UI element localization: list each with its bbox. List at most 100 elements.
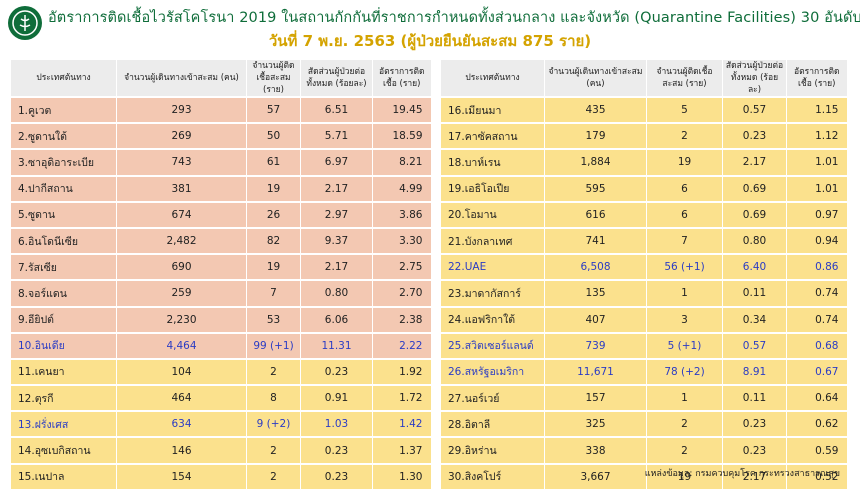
cell-country: 4.ปากีสถาน — [10, 174, 117, 202]
table-row: 5.ซูดาน 674 26 2.97 3.86 — [10, 200, 431, 228]
table-row: 28.อิตาลี 325 2 0.23 0.62 — [440, 410, 847, 438]
cell-infected: 6 — [646, 174, 723, 202]
table-row: 2.ซูดานใต้ 269 50 5.71 18.59 — [10, 122, 431, 150]
cell-rate: 2.38 — [372, 305, 431, 333]
cell-ratio: 0.80 — [300, 279, 373, 307]
cell-infected: 1 — [646, 384, 723, 412]
cell-rate: 0.62 — [786, 410, 847, 438]
cell-ratio: 11.31 — [300, 331, 373, 359]
cell-country: 3.ซาอุดิอาระเบีย — [10, 148, 117, 176]
table-header-row: ประเทศต้นทาง จำนวนผู้เดินทางเข้าสะสม (คน… — [440, 60, 847, 97]
table-row: 25.สวิตเซอร์แลนด์ 739 5 (+1) 0.57 0.68 — [440, 331, 847, 359]
cell-ratio: 0.23 — [300, 436, 373, 464]
table-row: 18.บาห์เรน 1,884 19 2.17 1.01 — [440, 148, 847, 176]
cell-country: 13.ฝรั่งเศส — [10, 410, 117, 438]
cell-infected: 57 — [246, 95, 301, 124]
cell-travelers: 1,884 — [544, 148, 647, 176]
table-row: 26.สหรัฐอเมริกา 11,671 78 (+2) 8.91 0.67 — [440, 357, 847, 386]
cell-ratio: 0.34 — [722, 305, 787, 333]
cell-infected: 61 — [246, 148, 301, 176]
cell-travelers: 135 — [544, 279, 647, 307]
cell-ratio: 0.23 — [722, 122, 787, 150]
cell-country: 21.บังกลาเทศ — [440, 226, 545, 255]
cell-country: 12.ตุรกี — [10, 384, 117, 412]
cell-infected: 2 — [646, 410, 723, 438]
ministry-of-public-health-logo-icon — [8, 6, 42, 40]
cell-rate: 3.30 — [372, 226, 431, 255]
cell-country: 16.เมียนมา — [440, 95, 545, 124]
header: อัตราการติดเชื้อไวรัสโคโรนา 2019 ในสถานก… — [0, 0, 860, 58]
table-header-row: ประเทศต้นทาง จำนวนผู้เดินทางเข้าสะสม (คน… — [10, 60, 431, 97]
column-header-ratio: สัดส่วนผู้ป่วยต่อทั้งหมด (ร้อยละ) — [722, 60, 787, 97]
cell-travelers: 157 — [544, 384, 647, 412]
cell-rate: 2.22 — [372, 331, 431, 359]
cell-rate: 0.94 — [786, 226, 847, 255]
column-header-ratio: สัดส่วนผู้ป่วยต่อทั้งหมด (ร้อยละ) — [300, 60, 373, 97]
cell-travelers: 6,508 — [544, 253, 647, 281]
cell-travelers: 154 — [116, 462, 247, 489]
cell-rate: 0.74 — [786, 279, 847, 307]
cell-infected: 50 — [246, 122, 301, 150]
cell-country: 15.เนปาล — [10, 462, 117, 489]
cell-rate: 1.12 — [786, 122, 847, 150]
column-header-rate: อัตราการติดเชื้อ (ราย) — [372, 60, 431, 97]
cell-rate: 1.72 — [372, 384, 431, 412]
cell-travelers: 179 — [544, 122, 647, 150]
table-row: 24.แอฟริกาใต้ 407 3 0.34 0.74 — [440, 305, 847, 333]
cell-rate: 1.92 — [372, 357, 431, 386]
column-header-infected: จำนวนผู้ติดเชื้อสะสม (ราย) — [246, 60, 301, 97]
cell-travelers: 381 — [116, 174, 247, 202]
column-header-infected: จำนวนผู้ติดเชื้อสะสม (ราย) — [646, 60, 723, 97]
cell-rate: 0.59 — [786, 436, 847, 464]
table-row: 16.เมียนมา 435 5 0.57 1.15 — [440, 95, 847, 124]
table-row: 13.ฝรั่งเศส 634 9 (+2) 1.03 1.42 — [10, 410, 431, 438]
cell-ratio: 0.23 — [300, 357, 373, 386]
cell-country: 28.อิตาลี — [440, 410, 545, 438]
cell-rate: 1.30 — [372, 462, 431, 489]
cell-infected: 2 — [646, 122, 723, 150]
cell-ratio: 6.97 — [300, 148, 373, 176]
cell-ratio: 9.37 — [300, 226, 373, 255]
table-row: 12.ตุรกี 464 8 0.91 1.72 — [10, 384, 431, 412]
cell-ratio: 0.91 — [300, 384, 373, 412]
cell-infected: 2 — [646, 436, 723, 464]
cell-ratio: 6.06 — [300, 305, 373, 333]
table-row: 23.มาดากัสการ์ 135 1 0.11 0.74 — [440, 279, 847, 307]
cell-travelers: 407 — [544, 305, 647, 333]
right-data-table: ประเทศต้นทาง จำนวนผู้เดินทางเข้าสะสม (คน… — [440, 60, 847, 489]
cell-ratio: 0.57 — [722, 331, 787, 359]
cell-country: 8.จอร์แดน — [10, 279, 117, 307]
cell-ratio: 2.17 — [722, 148, 787, 176]
column-header-country: ประเทศต้นทาง — [440, 60, 545, 97]
cell-country: 10.อินเดีย — [10, 331, 117, 359]
cell-infected: 7 — [246, 279, 301, 307]
table-row: 14.อุซเบกิสถาน 146 2 0.23 1.37 — [10, 436, 431, 464]
table-row: 10.อินเดีย 4,464 99 (+1) 11.31 2.22 — [10, 331, 431, 359]
cell-infected: 82 — [246, 226, 301, 255]
cell-rate: 4.99 — [372, 174, 431, 202]
cell-travelers: 269 — [116, 122, 247, 150]
cell-rate: 3.86 — [372, 200, 431, 228]
source-note: แหล่งข้อมูล: กรมควบคุมโรค กระทรวงสาธารณส… — [644, 469, 840, 479]
right-table-body: 16.เมียนมา 435 5 0.57 1.15 17.คาซัคสถาน 179 2 0.… — [440, 95, 847, 489]
cell-infected: 26 — [246, 200, 301, 228]
cell-rate: 1.42 — [372, 410, 431, 438]
cell-infected: 7 — [646, 226, 723, 255]
cell-country: 18.บาห์เรน — [440, 148, 545, 176]
cell-travelers: 741 — [544, 226, 647, 255]
cell-rate: 1.01 — [786, 174, 847, 202]
cell-ratio: 6.40 — [722, 253, 787, 281]
cell-ratio: 0.69 — [722, 200, 787, 228]
cell-country: 17.คาซัคสถาน — [440, 122, 545, 150]
cell-infected: 2 — [246, 436, 301, 464]
cell-infected: 8 — [246, 384, 301, 412]
table-row: 21.บังกลาเทศ 741 7 0.80 0.94 — [440, 226, 847, 255]
cell-ratio: 2.17 — [300, 174, 373, 202]
cell-rate: 1.15 — [786, 95, 847, 124]
cell-rate: 2.75 — [372, 253, 431, 281]
cell-country: 22.UAE — [440, 253, 545, 281]
cell-country: 27.นอร์เวย์ — [440, 384, 545, 412]
cell-travelers: 325 — [544, 410, 647, 438]
table-row: 1.คูเวต 293 57 6.51 19.45 — [10, 95, 431, 124]
cell-rate: 0.97 — [786, 200, 847, 228]
